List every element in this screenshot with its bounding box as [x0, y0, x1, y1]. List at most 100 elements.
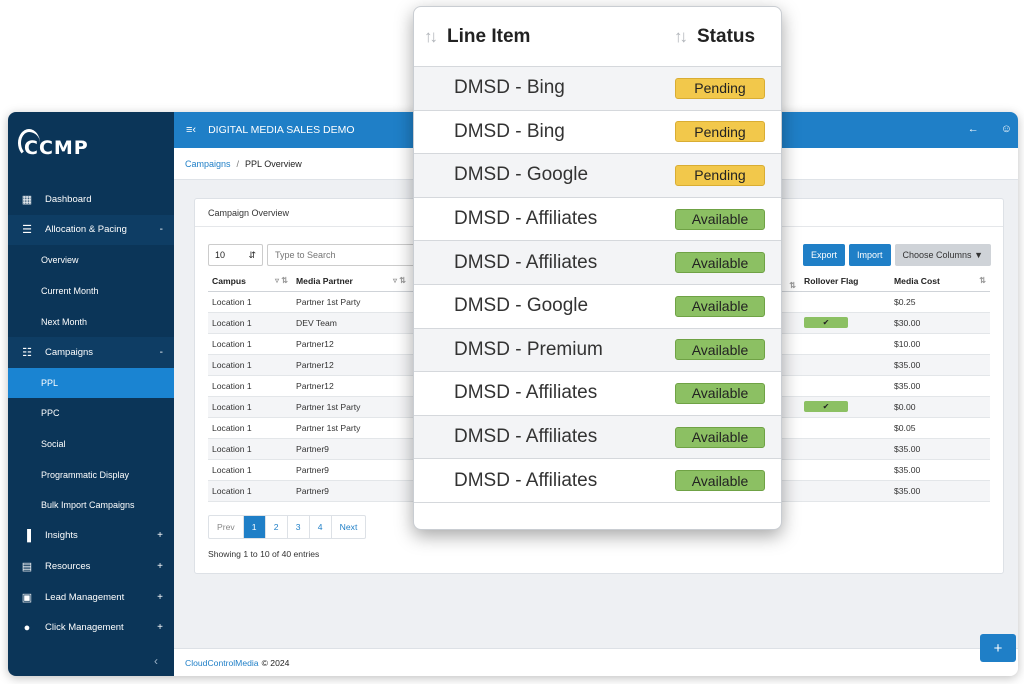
line-item-header-label: Line Item [447, 25, 531, 47]
expand-toggle-icon[interactable]: - [159, 346, 163, 358]
book-icon: ▤ [21, 560, 33, 573]
cell-media-cost: $0.25 [890, 291, 990, 313]
status-badge: Available [675, 252, 765, 274]
cell-media-cost: $30.00 [890, 312, 990, 334]
filter-sort-icon[interactable]: ▿ ⇅ [275, 275, 288, 285]
sidebar-item-social[interactable]: Social [8, 429, 174, 460]
page-size-select[interactable]: 10 ⇵ [208, 244, 263, 266]
logo-text: CCMP [18, 129, 89, 159]
expand-toggle-icon[interactable]: + [157, 622, 163, 634]
line-item-name: DMSD - Premium [454, 338, 603, 360]
collapse-sidebar-icon[interactable]: ‹ [154, 654, 158, 668]
campus-header-label: Campus [212, 275, 246, 286]
next-page-button[interactable]: Next [339, 522, 358, 532]
sidebar-item-next-month[interactable]: Next Month [8, 306, 174, 337]
breadcrumb-separator: / [236, 158, 240, 169]
sort-icon[interactable]: ↑↓ [674, 26, 688, 46]
cell-media-partner: Partner9 [292, 459, 410, 481]
clipboard-icon: ▣ [21, 591, 33, 604]
cell-campus: Location 1 [208, 396, 292, 418]
sliders-icon: ☰ [22, 224, 32, 237]
sidebar-item-insights[interactable]: ▐ Insights + [8, 521, 174, 552]
column-header-media-partner[interactable]: Media Partner ▿ ⇅ [292, 271, 410, 292]
panel-body: DMSD - Bing Pending DMSD - Bing Pending DMSD… [414, 67, 781, 503]
sidebar-item-lead-management[interactable]: ▣ Lead Management + [8, 582, 174, 613]
rollover-header-label: Rollover Flag [804, 275, 859, 286]
choose-columns-button[interactable]: Choose Columns ▼ [894, 244, 991, 266]
cell-media-cost: $0.00 [890, 396, 990, 418]
filter-icon: ▼ [974, 250, 983, 260]
cell-campus: Location 1 [208, 291, 292, 313]
sidebar-item-current-month[interactable]: Current Month [8, 276, 174, 307]
cell-media-cost: $35.00 [890, 480, 990, 502]
sidebar-item-ppl[interactable]: PPL [8, 367, 174, 399]
footer: CloudControlMedia © 2024 [174, 648, 1018, 676]
sidebar-item-overview[interactable]: Overview [8, 245, 174, 276]
status-badge: Available [675, 470, 765, 492]
sidebar-item-dashboard[interactable]: ▦ Dashboard [8, 184, 174, 215]
expand-toggle-icon[interactable]: + [157, 530, 163, 542]
sort-icon[interactable]: ⇅ [789, 280, 796, 290]
sidebar-item-campaigns[interactable]: ☷ Campaigns - [8, 336, 174, 368]
column-header-line-item[interactable]: ↑↓ Line Item [414, 26, 674, 48]
sidebar-item-label: Insights [45, 530, 78, 542]
expand-toggle-icon[interactable]: + [157, 560, 163, 572]
menu-toggle-icon[interactable]: ≡‹ [186, 124, 197, 136]
column-header-media-cost[interactable]: Media Cost ⇅ [890, 271, 990, 292]
cell-rollover-flag [800, 438, 890, 460]
export-button[interactable]: Export [802, 244, 845, 266]
prev-page-button[interactable]: Prev [209, 516, 244, 538]
sidebar-item-allocation-pacing[interactable]: ☰ Allocation & Pacing - [8, 214, 174, 246]
panel-row[interactable]: DMSD - Google Pending [414, 154, 781, 198]
page-button-2[interactable]: 2 [266, 516, 288, 538]
cell-rollover-flag: ✔ [800, 396, 890, 418]
sidebar-item-label: PPL [41, 377, 59, 388]
sidebar-item-resources[interactable]: ▤ Resources + [8, 551, 174, 582]
cell-campus: Location 1 [208, 333, 292, 355]
filter-sort-icon[interactable]: ▿ ⇅ [393, 275, 406, 285]
page-button-1[interactable]: 1 [243, 516, 266, 538]
panel-row[interactable]: DMSD - Affiliates Available [414, 372, 781, 416]
import-button[interactable]: Import [849, 244, 891, 266]
column-header-campus[interactable]: Campus ▿ ⇅ [208, 271, 292, 292]
panel-row[interactable]: DMSD - Premium Available [414, 328, 781, 373]
panel-row[interactable]: DMSD - Affiliates Available [414, 415, 781, 460]
panel-row[interactable]: DMSD - Bing Pending [414, 67, 781, 111]
panel-row[interactable]: DMSD - Google Available [414, 285, 781, 329]
footer-brand-link[interactable]: CloudControlMedia [185, 657, 259, 668]
breadcrumb-campaigns[interactable]: Campaigns [185, 158, 231, 169]
status-badge: Available [675, 339, 765, 361]
cell-rollover-flag: ✔ [800, 312, 890, 334]
line-item-status-panel: ↑↓ Line Item ↑↓ Status DMSD - Bing Pending D… [413, 6, 782, 530]
search-input[interactable] [267, 244, 417, 266]
cell-campus: Location 1 [208, 375, 292, 397]
sidebar-item-ppc[interactable]: PPC [8, 398, 174, 429]
sidebar-item-programmatic-display[interactable]: Programmatic Display [8, 459, 174, 490]
line-item-name: DMSD - Affiliates [454, 382, 598, 404]
line-item-name: DMSD - Bing [454, 77, 565, 99]
sidebar: CCMP ▦ Dashboard ☰ Allocation & Pacing - Over… [8, 112, 174, 676]
expand-toggle-icon[interactable]: - [159, 224, 163, 236]
page-button-4[interactable]: 4 [310, 516, 332, 538]
sort-icon[interactable]: ↑↓ [424, 26, 438, 46]
user-icon[interactable]: ☺ [1000, 123, 1012, 135]
sort-icon[interactable]: ⇅ [979, 275, 986, 285]
sidebar-item-bulk-import-campaigns[interactable]: Bulk Import Campaigns [8, 490, 174, 521]
panel-row[interactable]: DMSD - Affiliates Available [414, 241, 781, 285]
back-arrow-icon[interactable]: ← [967, 123, 979, 135]
rollover-check-icon: ✔ [804, 401, 848, 412]
page-button-3[interactable]: 3 [288, 516, 310, 538]
cell-rollover-flag [800, 417, 890, 439]
add-button[interactable]: + [980, 634, 1016, 662]
sidebar-item-click-management[interactable]: ● Click Management + [8, 612, 174, 643]
cell-media-cost: $35.00 [890, 375, 990, 397]
column-header-status[interactable]: ↑↓ Status [674, 26, 755, 48]
logo[interactable]: CCMP [8, 112, 174, 184]
expand-toggle-icon[interactable]: + [157, 591, 163, 603]
choose-columns-label: Choose Columns [902, 250, 972, 260]
panel-row[interactable]: DMSD - Affiliates Available [414, 459, 781, 503]
panel-row[interactable]: DMSD - Affiliates Available [414, 198, 781, 242]
column-header-rollover-flag[interactable]: Rollover Flag [800, 271, 890, 292]
panel-row[interactable]: DMSD - Bing Pending [414, 111, 781, 155]
line-item-name: DMSD - Affiliates [454, 251, 598, 273]
